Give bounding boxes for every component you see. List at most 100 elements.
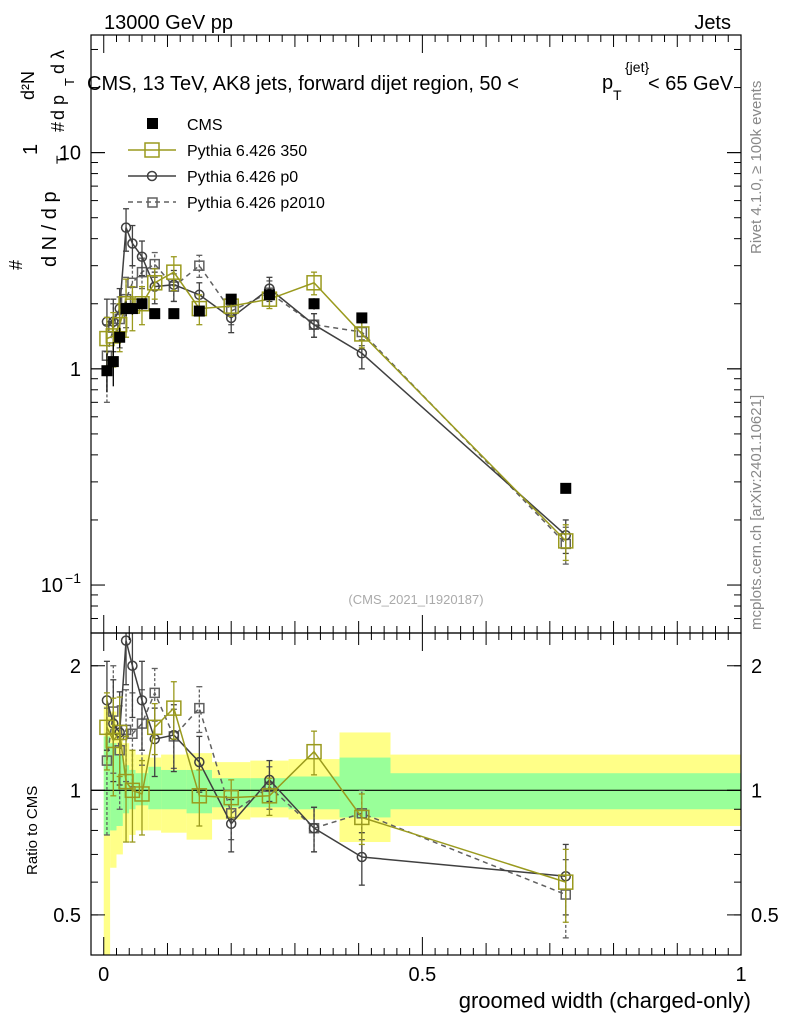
main-point-data [136,298,148,310]
ratio-point-p350 [306,743,322,760]
ratio-point-p350 [558,874,574,890]
title-main: CMS, 13 TeV, AK8 jets, forward dijet reg… [87,73,519,95]
main-point-data [356,312,368,324]
ratio-point-p350 [146,719,163,736]
ylabel-sub2: T [62,78,77,86]
main-point-p0 [127,238,138,249]
main-point-data [114,331,126,343]
title-sup: {jet} [625,59,649,75]
main-point-p350 [354,326,370,342]
ratio-ytick-label: 0.5 [53,905,81,927]
ylabel-dpt: d p [48,95,68,120]
main-point-p350 [146,275,163,291]
rivet-label: Rivet 4.1.0, ≥ 100k events [748,81,765,254]
main-point-data [126,303,138,315]
ylabel-sub1: T [53,155,69,164]
ratio-point-p0 [225,818,237,830]
main-point-p350 [558,533,574,549]
legend-label-p2010: Pythia 6.426 p2010 [187,195,325,212]
legend-marker-p350 [144,142,160,158]
legend-label-cms: CMS [187,117,223,134]
legend-label-p0: Pythia 6.426 p0 [187,169,298,186]
main-ytick-label-sup: −1 [65,570,81,586]
ratio-point-p2010 [194,702,205,714]
main-point-data [149,308,161,320]
main-ytick-label: 10 [59,143,81,165]
main-point-p2010 [194,260,205,271]
main-point-data [168,308,180,320]
main-point-data [193,305,205,317]
main-point-data [107,356,119,368]
main-point-p0 [356,348,368,359]
main-ytick-label: 10 [41,575,63,597]
ratio-point-p0 [120,635,132,646]
ratio-ytick-label-right: 1 [751,780,762,802]
main-series-p0 [101,208,572,555]
main-point-data [120,303,132,315]
legend: CMS Pythia 6.426 350 Pythia 6.426 p0 Pyt… [128,117,325,212]
legend-marker-p2010 [147,197,158,208]
ratio-band-inner [288,776,340,810]
ylabel-hash1: # [6,260,26,270]
ratio-point-p0 [194,756,205,768]
ratio-point-p0 [127,660,138,672]
header-energy: 13000 GeV pp [104,12,233,34]
main-point-p0 [136,251,148,262]
ylabel-d2N: d²N [18,71,38,100]
legend-marker-cms [147,118,158,129]
ratio-series-group [99,633,574,939]
ratio-point-p350 [166,700,182,716]
ratio-point-p350 [134,786,150,802]
main-ytick-label: 1 [70,359,81,381]
main-point-p0 [308,319,320,330]
main-point-data [263,289,275,301]
main-series-p2010 [101,251,572,565]
ylabel-one: 1 [20,144,42,155]
main-point-p0 [120,222,132,233]
ratio-series-p350 [99,681,574,923]
ylabel-dN: d N / d p [39,191,61,267]
mcplots-label: mcplots.cern.ch [arXiv:2401.10621] [748,395,765,630]
main-point-data [225,293,237,305]
ratio-point-p350 [261,788,278,804]
ylabel-dl: d λ [48,50,68,74]
ratio-band-inner [148,766,162,810]
title-sub: T [613,87,622,103]
ratio-ylabel: Ratio to CMS [24,786,41,875]
ratio-point-p350 [191,788,208,804]
ylabel-hash2: # [48,122,68,132]
ratio-point-p2010 [127,728,138,740]
title-p: p [602,72,613,94]
ratio-frame [90,632,742,956]
ratio-ytick-label-right: 0.5 [751,905,779,927]
main-point-p350 [306,275,322,291]
ratio-xtick-label: 0 [98,964,109,986]
analysis-watermark: (CMS_2021_I1920187) [348,592,483,607]
main-point-data [308,298,320,310]
main-point-data [560,482,572,494]
ratio-point-p0 [356,851,368,863]
ratio-band-inner [161,769,187,810]
ratio-point-p0 [308,822,320,834]
ratio-line-p0 [106,640,566,877]
ratio-xtick-label: 1 [735,964,746,986]
ratio-point-p350 [111,724,128,741]
header-jets: Jets [694,12,731,34]
legend-label-p350: Pythia 6.426 350 [187,143,307,160]
plot-title: CMS, 13 TeV, AK8 jets, forward dijet reg… [87,59,734,103]
legend-marker-p0 [146,170,158,182]
ratio-point-p350 [223,789,239,806]
main-series-p350 [99,256,574,562]
main-point-p350 [166,264,182,280]
ratio-band-inner [390,773,741,810]
ratio-band-inner [103,736,111,835]
ratio-point-p350 [124,782,141,799]
ratio-point-p0 [136,695,148,706]
ratio-ytick-label: 2 [70,656,81,678]
title-end: < 65 GeV [648,73,734,95]
x-axis-label: groomed width (charged-only) [459,988,751,1013]
ratio-band-inner [339,757,391,818]
ratio-plot: 2 2 1 1 0.5 0.5 0 0.5 1 [53,632,779,986]
